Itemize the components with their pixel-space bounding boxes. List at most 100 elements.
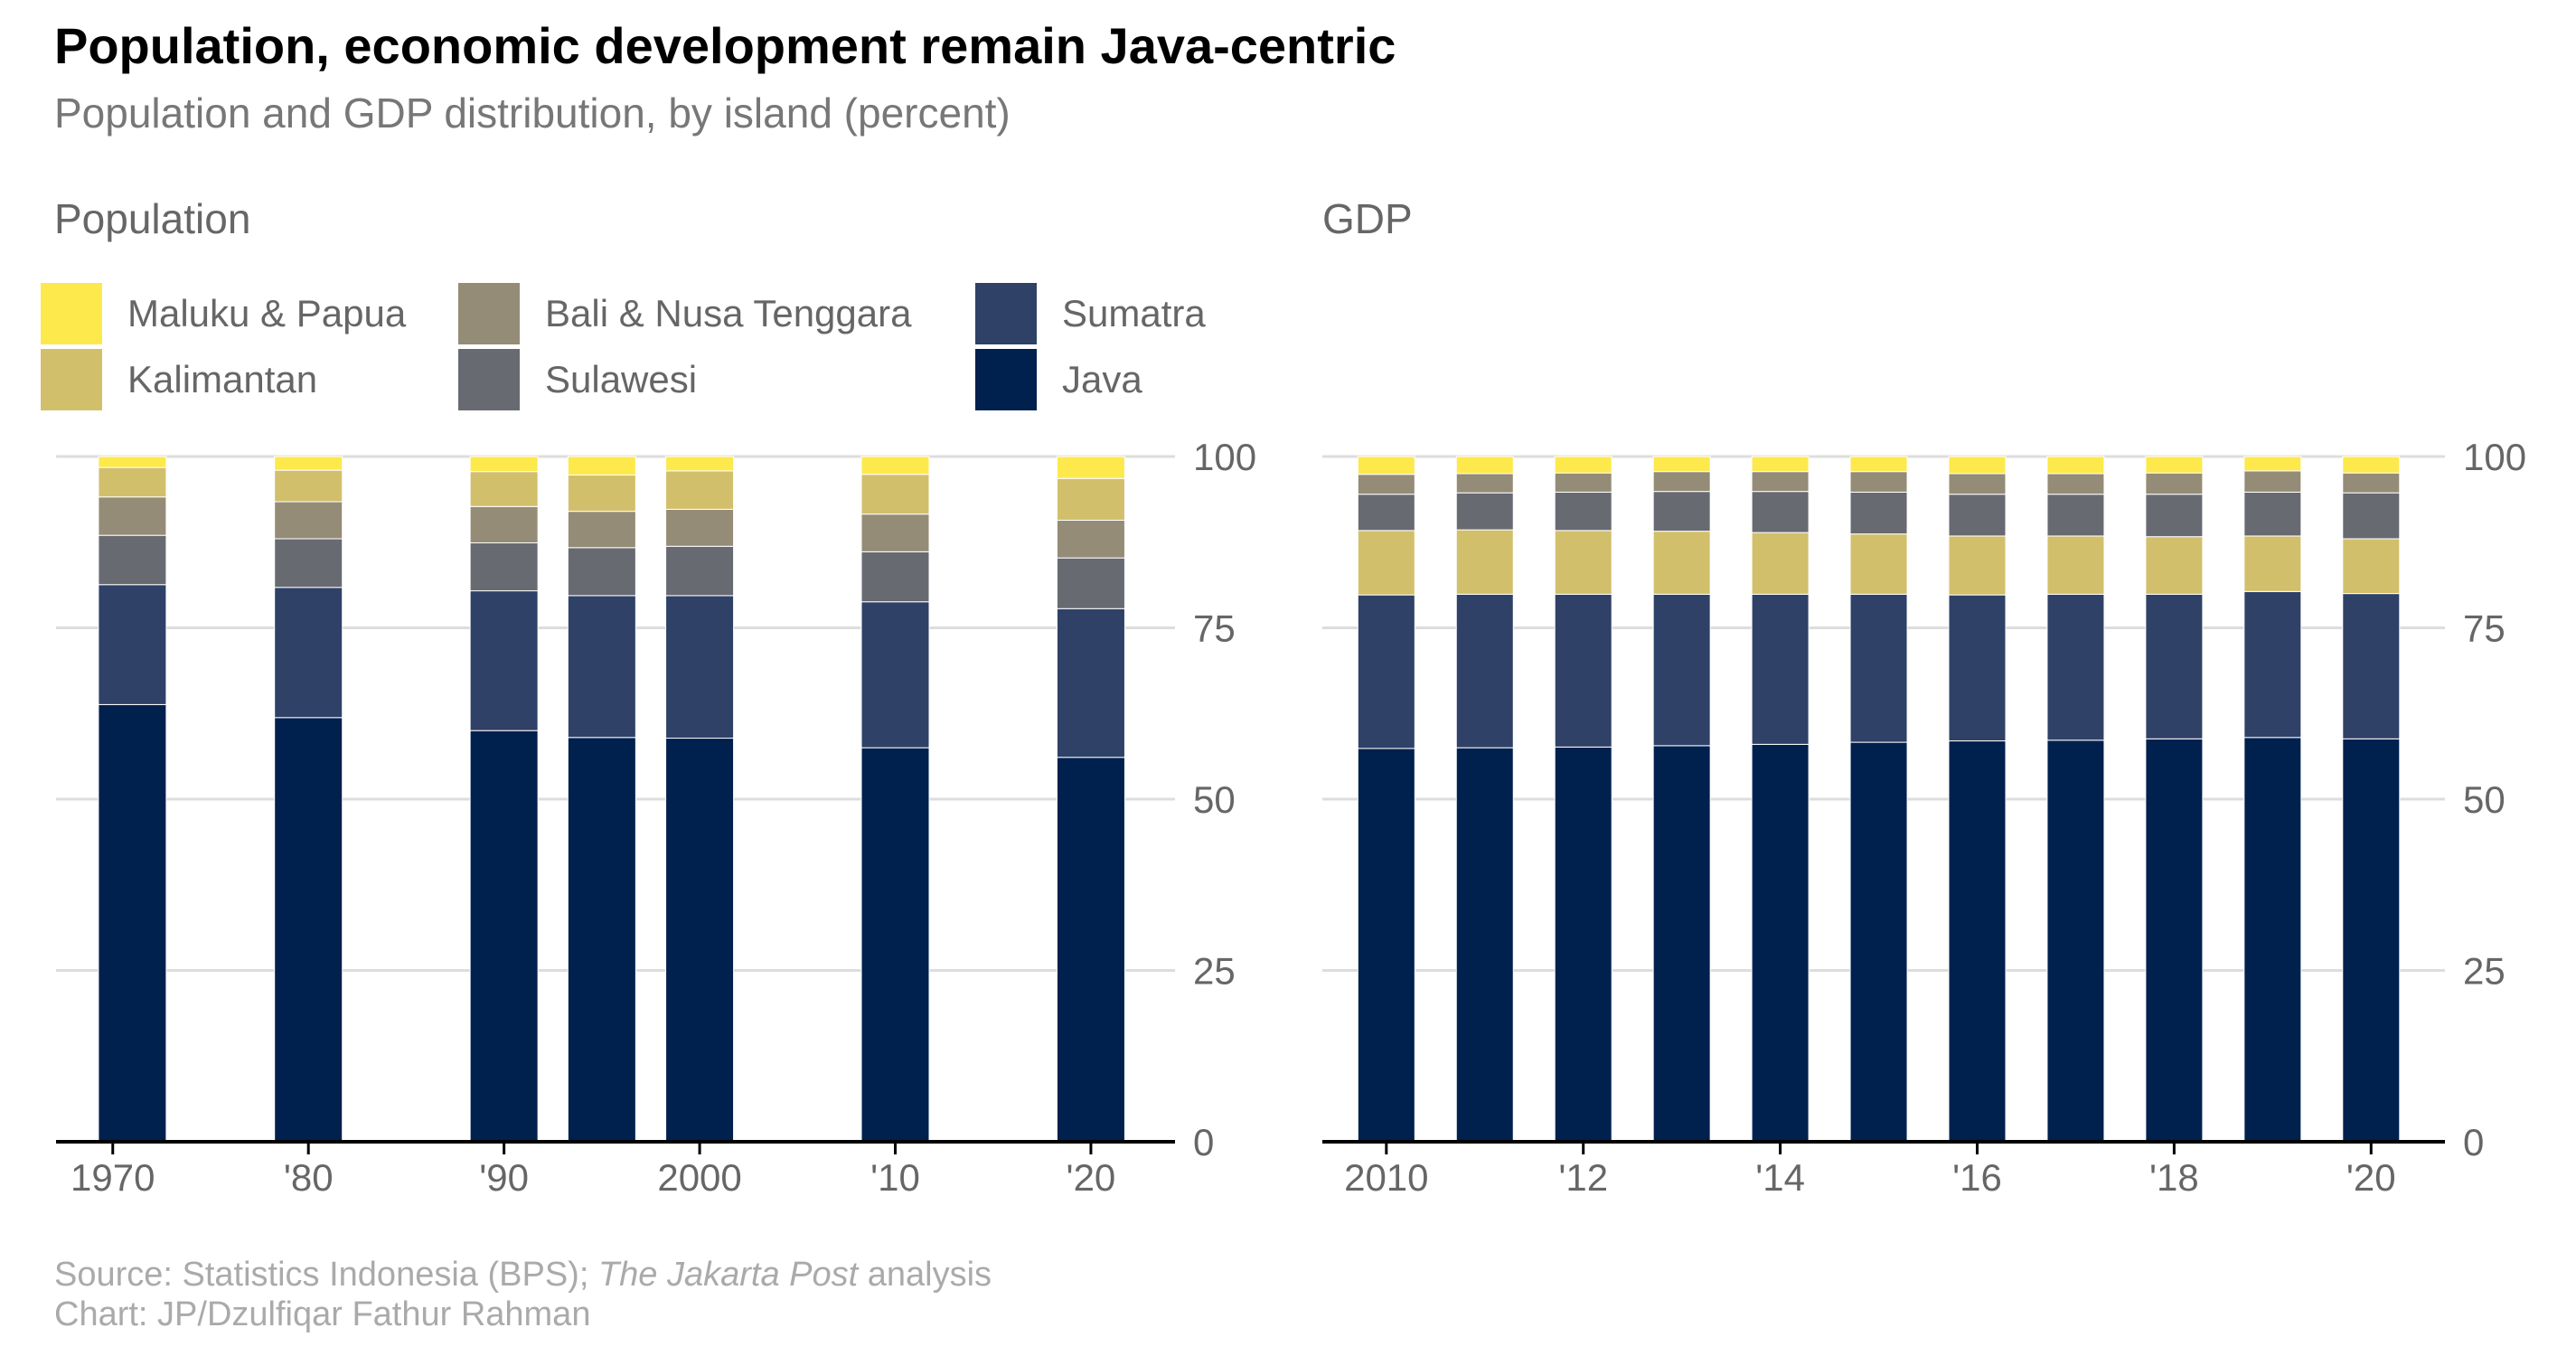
population-x-tick-label: '90 [479, 1156, 529, 1199]
gdp-bar-sumatra-2012 [1554, 593, 1612, 748]
gdp-bar-sumatra-2011 [1455, 593, 1514, 749]
gdp-bar-sulawesi-2019 [2243, 491, 2302, 537]
chart-credit: Chart: JP/Dzulfiqar Fathur Rahman [54, 1295, 591, 1333]
gdp-bar-sulawesi-2017 [2046, 494, 2105, 537]
gdp-bar-maluku-papua-2014 [1751, 456, 1810, 473]
gdp-bar-sulawesi-2010 [1357, 494, 1415, 532]
population-bar-sumatra-1995 [567, 595, 636, 739]
population-bar-sulawesi-2020 [1056, 557, 1125, 609]
gdp-bar-bali-nusa-tenggara-2019 [2243, 470, 2302, 493]
gdp-bar-sulawesi-2018 [2145, 494, 2204, 538]
gdp-x-tick-label: '20 [2346, 1156, 2396, 1199]
population-bar-maluku-papua-1995 [567, 456, 636, 476]
source-prefix: Source: Statistics Indonesia (BPS); [54, 1256, 598, 1294]
population-x-tick-label: '20 [1067, 1156, 1116, 1199]
gdp-y-tick-label: 50 [2463, 778, 2505, 821]
gdp-bar-bali-nusa-tenggara-2020 [2342, 472, 2401, 494]
gdp-bar-java-2014 [1751, 743, 1810, 1143]
population-bar-kalimantan-1995 [567, 474, 636, 513]
population-bar-sulawesi-1980 [274, 538, 343, 589]
source-publication: The Jakarta Post [597, 1256, 859, 1294]
gdp-bar-java-2019 [2243, 737, 2302, 1143]
gdp-bar-sumatra-2020 [2342, 593, 2401, 739]
gdp-bar-kalimantan-2017 [2046, 535, 2105, 595]
gdp-bar-java-2012 [1554, 746, 1612, 1143]
population-bar-maluku-papua-2020 [1056, 456, 1125, 479]
gdp-bar-java-2015 [1849, 741, 1908, 1143]
legend-label: Java [1062, 358, 1142, 400]
gdp-bar-maluku-papua-2011 [1455, 456, 1514, 475]
population-bar-sumatra-1971 [98, 584, 167, 705]
gdp-bar-kalimantan-2020 [2342, 538, 2401, 595]
population-bar-java-1980 [274, 717, 343, 1143]
gdp-bar-maluku-papua-2020 [2342, 456, 2401, 474]
gdp-bar-java-2020 [2342, 738, 2401, 1143]
gdp-bar-kalimantan-2018 [2145, 536, 2204, 595]
gdp-x-tick-label: '16 [1952, 1156, 2002, 1199]
population-bar-kalimantan-1971 [98, 466, 167, 498]
population-bar-sumatra-2010 [860, 601, 930, 749]
population-bar-sumatra-2020 [1056, 607, 1125, 758]
gdp-x-tick-label: '14 [1755, 1156, 1805, 1199]
gdp-bar-java-2018 [2145, 738, 2204, 1143]
gdp-bar-kalimantan-2019 [2243, 535, 2302, 592]
gdp-bar-maluku-papua-2013 [1652, 456, 1711, 473]
population-bar-sumatra-2000 [665, 595, 735, 739]
population-bar-maluku-papua-2010 [860, 456, 930, 476]
gdp-bar-maluku-papua-2010 [1357, 456, 1415, 476]
gdp-bar-bali-nusa-tenggara-2017 [2046, 473, 2105, 495]
population-bar-java-1971 [98, 703, 167, 1143]
legend-swatch [975, 283, 1037, 344]
population-y-tick-label: 50 [1193, 778, 1236, 821]
gdp-bar-bali-nusa-tenggara-2014 [1751, 471, 1810, 493]
population-y-tick-label: 100 [1193, 436, 1256, 478]
population-bar-java-2020 [1056, 757, 1125, 1143]
legend-swatch [975, 349, 1037, 410]
population-bar-sulawesi-2010 [860, 551, 930, 603]
legend-item-maluku-papua: Maluku & Papua [41, 282, 406, 345]
gdp-bar-sumatra-2016 [1948, 594, 2007, 742]
legend: Maluku & Papua Bali & Nusa Tenggara Suma… [41, 282, 1243, 418]
legend-label: Maluku & Papua [127, 292, 407, 334]
gdp-bar-bali-nusa-tenggara-2018 [2145, 472, 2204, 495]
population-bar-bali-nusa-tenggara-2000 [665, 508, 735, 547]
population-bar-sulawesi-1971 [98, 534, 167, 586]
legend-item-kalimantan: Kalimantan [41, 348, 317, 411]
population-bar-kalimantan-2010 [860, 474, 930, 515]
chart-subtitle: Population and GDP distribution, by isla… [54, 89, 1011, 137]
gdp-bar-sulawesi-2011 [1455, 492, 1514, 531]
population-bar-java-2010 [860, 747, 930, 1143]
population-bar-sulawesi-1990 [469, 542, 539, 592]
population-x-tick-label: '80 [284, 1156, 334, 1199]
gdp-x-tick-label: '12 [1558, 1156, 1608, 1199]
population-bar-kalimantan-2000 [665, 470, 735, 510]
population-bar-bali-nusa-tenggara-1990 [469, 505, 539, 544]
gdp-panel-title: GDP [1322, 195, 1413, 242]
gdp-x-tick-label: '18 [2149, 1156, 2199, 1199]
population-bar-java-1990 [469, 730, 539, 1143]
population-bar-bali-nusa-tenggara-1995 [567, 511, 636, 549]
population-bar-maluku-papua-1980 [274, 456, 343, 471]
population-y-tick-label: 75 [1193, 607, 1236, 650]
gdp-bar-sulawesi-2020 [2342, 492, 2401, 540]
population-x-tick-label: 1970 [71, 1156, 155, 1199]
legend-swatch [41, 349, 102, 410]
gdp-bar-kalimantan-2016 [1948, 535, 2007, 596]
population-x-tick-label: '10 [870, 1156, 920, 1199]
gdp-bar-bali-nusa-tenggara-2015 [1849, 471, 1908, 493]
population-bar-bali-nusa-tenggara-2010 [860, 513, 930, 552]
population-bar-maluku-papua-1990 [469, 456, 539, 473]
gdp-bar-sumatra-2015 [1849, 593, 1908, 743]
gdp-y-tick-label: 75 [2463, 607, 2505, 650]
legend-swatch [458, 349, 520, 410]
gdp-bar-java-2010 [1357, 748, 1415, 1143]
population-bar-bali-nusa-tenggara-1980 [274, 501, 343, 540]
source-note: Source: Statistics Indonesia (BPS); The … [54, 1255, 992, 1334]
gdp-bar-sulawesi-2016 [1948, 494, 2007, 537]
population-panel-title: Population [54, 195, 251, 242]
gdp-bar-java-2017 [2046, 739, 2105, 1143]
gdp-bar-bali-nusa-tenggara-2013 [1652, 471, 1711, 493]
population-bar-kalimantan-2020 [1056, 477, 1125, 521]
population-bar-kalimantan-1990 [469, 471, 539, 507]
